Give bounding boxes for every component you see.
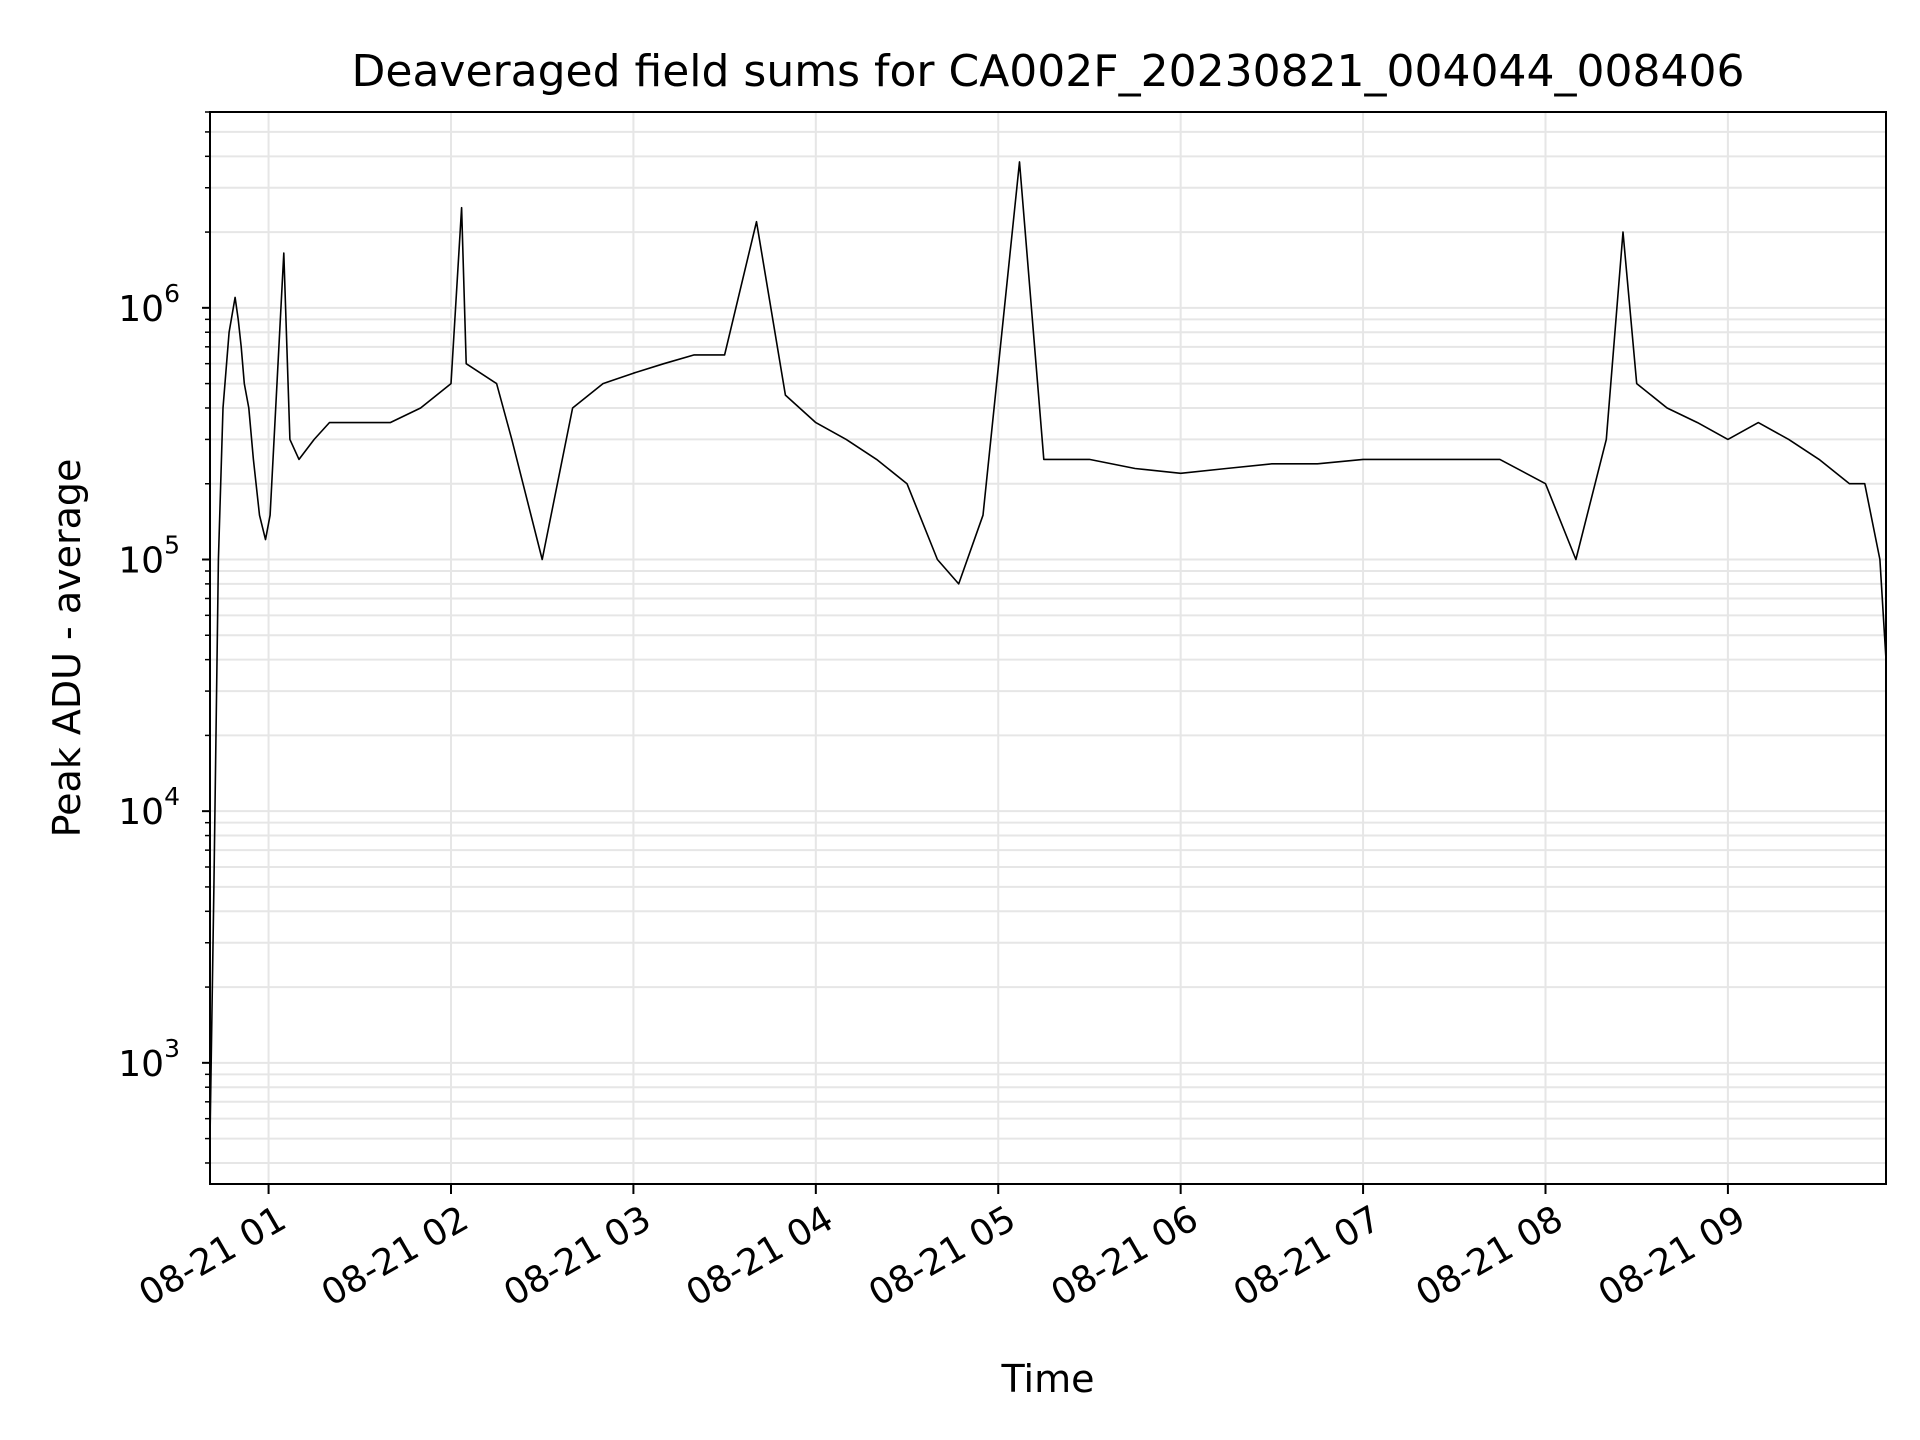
chart-title: Deaveraged field sums for CA002F_2023082…: [352, 46, 1745, 97]
y-tick-exponent: 5: [164, 530, 180, 559]
data-series: [209, 161, 1887, 1139]
y-tick-label: 104: [118, 782, 180, 833]
y-tick-exponent: 4: [164, 782, 180, 811]
plot-frame: [209, 111, 1887, 1185]
y-tick-label: 106: [118, 279, 180, 330]
y-tick-base: 10: [118, 289, 164, 330]
y-tick-base: 10: [118, 1044, 164, 1085]
y-tick-base: 10: [118, 540, 164, 581]
y-tick-label: 105: [118, 530, 180, 581]
y-tick-exponent: 3: [164, 1034, 180, 1063]
y-tick-base: 10: [118, 792, 164, 833]
grid: [210, 111, 1886, 1184]
series-line: [209, 161, 1887, 1139]
y-tick-label: 103: [118, 1034, 180, 1085]
x-axis-label: Time: [1001, 1357, 1095, 1401]
y-axis-label: Peak ADU - average: [45, 459, 89, 838]
y-tick-exponent: 6: [164, 279, 180, 308]
